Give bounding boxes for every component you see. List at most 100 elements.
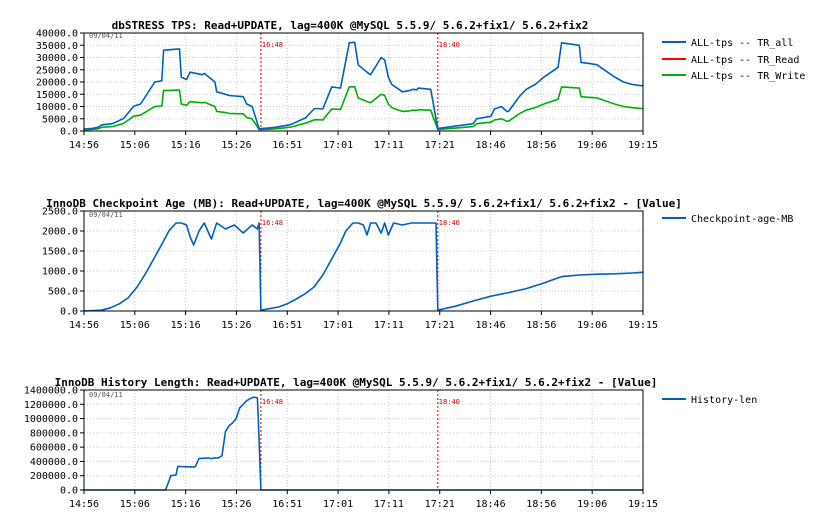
x-tick-label: 15:16: [171, 140, 201, 151]
y-tick-label: 35000.0: [36, 41, 78, 52]
tps-legend: ALL-tps -- TR_all ALL-tps -- TR_Read ALL…: [662, 38, 805, 82]
y-tick-label: 800000.0: [30, 428, 78, 439]
x-tick-label: 15:26: [221, 320, 251, 331]
checkpoint-grid: [80, 210, 644, 315]
y-tick-label: 10000.0: [36, 102, 78, 113]
y-tick-label: 15000.0: [36, 90, 78, 101]
x-tick-label: 14:56: [69, 320, 99, 331]
history-y-ticks: 0.0 200000.0 400000.0 600000.0 800000.0 10000…: [24, 386, 78, 497]
y-tick-label: 400000.0: [30, 457, 78, 468]
x-tick-label: 19:06: [577, 499, 607, 510]
checkpoint-y-ticks: 0.0 500.0 1000.0 1500.0 2000.0 2500.0: [42, 207, 78, 318]
checkpoint-chart: InnoDB Checkpoint Age (MB): Read+UPDATE,…: [42, 197, 793, 331]
x-tick-label: 17:21: [425, 499, 455, 510]
phase-marker-label: 16:48: [262, 398, 283, 406]
tps-date-label: 09/04/11: [89, 32, 123, 40]
checkpoint-legend: Checkpoint-age-MB: [662, 214, 793, 225]
x-tick-label: 18:56: [526, 140, 556, 151]
x-tick-label: 18:46: [475, 499, 505, 510]
x-tick-label: 19:15: [628, 499, 658, 510]
x-tick-label: 17:11: [374, 140, 404, 151]
x-tick-label: 17:11: [374, 320, 404, 331]
tps-grid: [80, 32, 644, 135]
y-tick-label: 40000.0: [36, 29, 78, 40]
history-legend: History-len: [662, 395, 757, 406]
x-tick-label: 17:01: [323, 499, 353, 510]
x-tick-label: 15:06: [120, 320, 150, 331]
x-tick-label: 19:06: [577, 320, 607, 331]
history-series: [84, 396, 643, 491]
y-tick-label: 30000.0: [36, 53, 78, 64]
checkpoint-chart-title: InnoDB Checkpoint Age (MB): Read+UPDATE,…: [46, 197, 682, 210]
x-tick-label: 18:46: [475, 140, 505, 151]
phase-marker-label: 18:40: [439, 219, 460, 227]
legend-label-tr-read: ALL-tps -- TR_Read: [691, 55, 799, 66]
y-tick-label: 5000.0: [42, 114, 78, 125]
tps-series: [83, 41, 643, 131]
x-tick-label: 19:06: [577, 140, 607, 151]
y-tick-label: 500.0: [48, 287, 78, 298]
x-tick-label: 17:11: [374, 499, 404, 510]
checkpoint-markers: 16:48 18:40: [260, 211, 460, 311]
x-tick-label: 15:06: [120, 140, 150, 151]
x-tick-label: 15:16: [171, 320, 201, 331]
y-tick-label: 2500.0: [42, 207, 78, 218]
y-tick-label: 1000000.0: [24, 414, 78, 425]
legend-label-checkpoint: Checkpoint-age-MB: [691, 214, 793, 225]
checkpoint-x-ticks: 14:56 15:06 15:16 15:26 16:51 17:01 17:11 17:21…: [69, 320, 658, 331]
y-tick-label: 20000.0: [36, 78, 78, 89]
series-line-tr-all: [83, 41, 643, 130]
series-line-tr-all: [84, 396, 643, 491]
y-tick-label: 1000.0: [42, 267, 78, 278]
series-line-tr-write: [83, 85, 643, 131]
x-tick-label: 18:46: [475, 320, 505, 331]
y-tick-label: 1400000.0: [24, 386, 78, 397]
y-tick-label: 200000.0: [30, 471, 78, 482]
phase-marker-label: 16:48: [262, 219, 283, 227]
history-grid: [80, 389, 644, 494]
checkpoint-plot-frame: [83, 210, 644, 312]
x-tick-label: 17:21: [425, 140, 455, 151]
tps-chart-title: dbSTRESS TPS: Read+UPDATE, lag=400K @MyS…: [112, 19, 589, 32]
x-tick-label: 19:15: [628, 140, 658, 151]
x-tick-label: 16:51: [272, 499, 302, 510]
history-date-label: 09/04/11: [89, 391, 123, 399]
x-tick-label: 17:01: [323, 320, 353, 331]
x-tick-label: 14:56: [69, 499, 99, 510]
phase-marker-label: 18:40: [439, 41, 460, 49]
checkpoint-date-label: 09/04/11: [89, 211, 123, 219]
legend-label-tr-write: ALL-tps -- TR_Write: [691, 71, 805, 82]
checkpoint-series: [83, 222, 644, 312]
history-x-ticks: 14:56 15:06 15:16 15:26 16:51 17:01 17:11 17:21…: [69, 499, 658, 510]
y-tick-label: 25000.0: [36, 65, 78, 76]
y-tick-label: 0.0: [60, 486, 78, 497]
y-tick-label: 0.0: [60, 127, 78, 138]
x-tick-label: 15:16: [171, 499, 201, 510]
history-chart: InnoDB History Length: Read+UPDATE, lag=…: [24, 376, 757, 510]
y-tick-label: 2000.0: [42, 227, 78, 238]
x-tick-label: 19:15: [628, 320, 658, 331]
history-plot-frame: [83, 389, 644, 491]
history-chart-title: InnoDB History Length: Read+UPDATE, lag=…: [55, 376, 658, 389]
phase-marker-label: 18:40: [439, 398, 460, 406]
history-markers: 16:48 18:40: [260, 390, 460, 490]
tps-plot-frame: [83, 32, 644, 132]
phase-marker-label: 16:48: [262, 41, 283, 49]
x-tick-label: 16:51: [272, 320, 302, 331]
legend-label-tr-all: ALL-tps -- TR_all: [691, 38, 793, 49]
x-tick-label: 18:56: [526, 320, 556, 331]
x-tick-label: 17:01: [323, 140, 353, 151]
y-tick-label: 0.0: [60, 307, 78, 318]
tps-markers: 16:48 18:40: [260, 33, 460, 131]
x-tick-label: 16:51: [272, 140, 302, 151]
x-tick-label: 18:56: [526, 499, 556, 510]
tps-x-ticks: 14:56 15:06 15:16 15:26 16:51 17:01 17:11 17:21…: [69, 140, 658, 151]
y-tick-label: 1200000.0: [24, 400, 78, 411]
y-tick-label: 600000.0: [30, 443, 78, 454]
x-tick-label: 15:26: [221, 499, 251, 510]
legend-label-history: History-len: [691, 395, 757, 406]
x-tick-label: 17:21: [425, 320, 455, 331]
series-line-tr-all: [83, 222, 644, 312]
